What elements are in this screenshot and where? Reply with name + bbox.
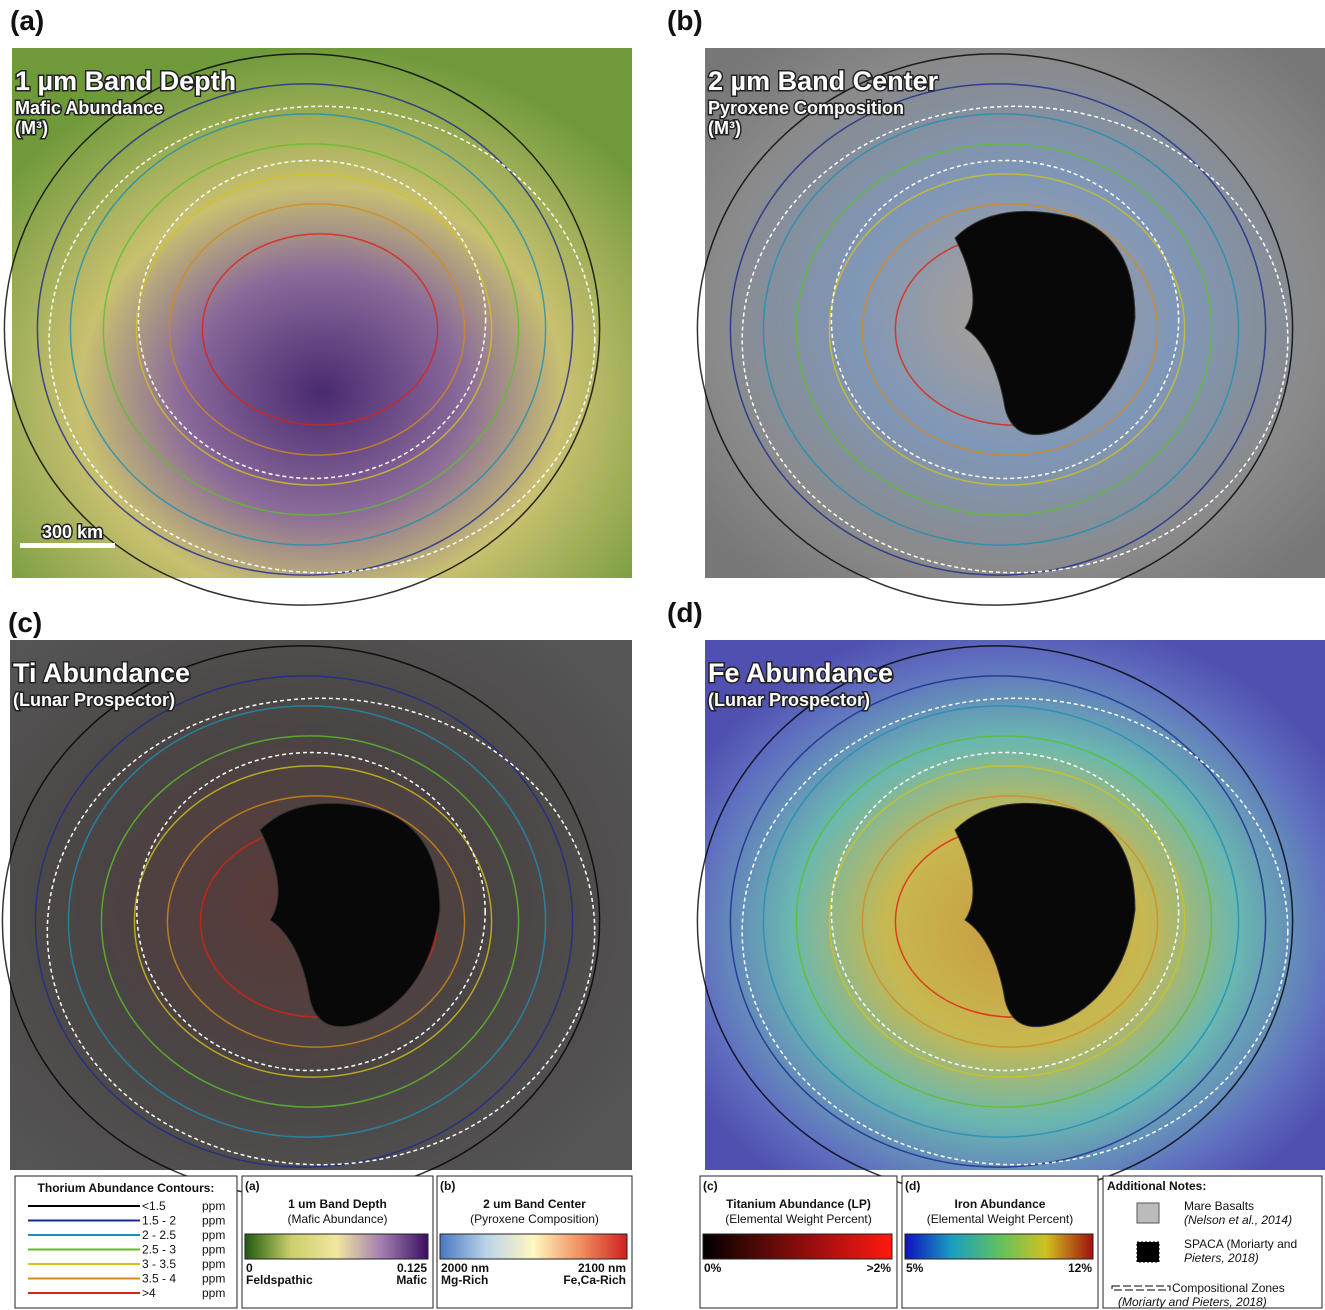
note-source: (Nelson et al., 2014) [1184, 1213, 1292, 1227]
panel-subtitle: (Lunar Prospector) [708, 690, 870, 710]
scale-bar-label: 300 km [42, 522, 103, 542]
colorbar-label: (b) [440, 1179, 455, 1193]
panel-title: Ti Abundance [13, 658, 190, 688]
note-source: (Moriarty and Pieters, 2018) [1118, 1295, 1267, 1309]
colorbar-max: >2% [867, 1261, 892, 1275]
colorbar [245, 1234, 428, 1259]
legend-title: Thorium Abundance Contours: [38, 1181, 215, 1195]
legend-unit: ppm [202, 1199, 225, 1213]
colorbar-subtitle: (Elemental Weight Percent) [725, 1212, 872, 1226]
legend-range: 1.5 - 2 [142, 1214, 176, 1228]
panel-subtitle: (M³) [708, 118, 741, 138]
colorbar-min-note: Mg-Rich [441, 1273, 488, 1287]
colorbar-min-note: Feldspathic [246, 1273, 313, 1287]
note-name: Mare Basalts [1184, 1199, 1254, 1213]
colorbar-title: 2 um Band Center [483, 1197, 586, 1211]
note-source: Pieters, 2018) [1184, 1251, 1259, 1265]
panel-label: (b) [667, 5, 703, 36]
legend-unit: ppm [202, 1257, 225, 1271]
mare-symbol [1137, 1203, 1159, 1223]
legend-range: 3 - 3.5 [142, 1257, 176, 1271]
legend-range: 2.5 - 3 [142, 1243, 176, 1257]
note-name: Compositional Zones [1172, 1281, 1285, 1295]
colorbar-subtitle: (Pyroxene Composition) [470, 1212, 599, 1226]
legend-range: 3.5 - 4 [142, 1272, 176, 1286]
panel-title: Fe Abundance [708, 658, 893, 688]
panel-label: (a) [10, 5, 44, 36]
legend-range: 2 - 2.5 [142, 1228, 176, 1242]
legend-unit: ppm [202, 1214, 225, 1228]
panel-subtitle: Mafic Abundance [15, 98, 163, 118]
legend-unit: ppm [202, 1286, 225, 1300]
colorbar-max-note: Fe,Ca-Rich [563, 1273, 626, 1287]
spaca-symbol [1137, 1242, 1159, 1262]
panel-title: 2 µm Band Center [708, 66, 939, 96]
panel-label: (d) [667, 597, 703, 628]
panel-subtitle: Pyroxene Composition [708, 98, 904, 118]
legend-range: <1.5 [142, 1199, 166, 1213]
colorbar-subtitle: (Elemental Weight Percent) [927, 1212, 1074, 1226]
colorbar-label: (a) [245, 1179, 260, 1193]
colorbar-label: (d) [905, 1179, 920, 1193]
legend-unit: ppm [202, 1228, 225, 1242]
map-image [12, 48, 632, 578]
scale-bar [20, 543, 115, 548]
colorbar-max-note: Mafic [396, 1273, 427, 1287]
note-name: SPACA (Moriarty and [1184, 1237, 1297, 1251]
colorbar [905, 1234, 1093, 1259]
panel-subtitle: (M³) [15, 118, 48, 138]
figure: (a)1 µm Band DepthMafic Abundance(M³)(b)… [0, 0, 1325, 1310]
zone-symbol [1112, 1286, 1170, 1290]
legend-range: >4 [142, 1286, 156, 1300]
colorbar [440, 1234, 627, 1259]
panel-title: 1 µm Band Depth [15, 66, 236, 96]
legend-unit: ppm [202, 1243, 225, 1257]
legend-unit: ppm [202, 1272, 225, 1286]
panel-subtitle: (Lunar Prospector) [13, 690, 175, 710]
colorbar-title: 1 um Band Depth [288, 1197, 387, 1211]
colorbar-label: (c) [703, 1179, 718, 1193]
colorbar-min: 5% [906, 1261, 924, 1275]
colorbar [703, 1234, 892, 1259]
colorbar-subtitle: (Mafic Abundance) [287, 1212, 387, 1226]
notes-title: Additional Notes: [1107, 1179, 1206, 1193]
colorbar-max: 12% [1068, 1261, 1092, 1275]
colorbar-title: Iron Abundance [955, 1197, 1046, 1211]
panel-label: (c) [8, 607, 42, 638]
colorbar-min: 0% [704, 1261, 722, 1275]
colorbar-title: Titanium Abundance (LP) [726, 1197, 871, 1211]
